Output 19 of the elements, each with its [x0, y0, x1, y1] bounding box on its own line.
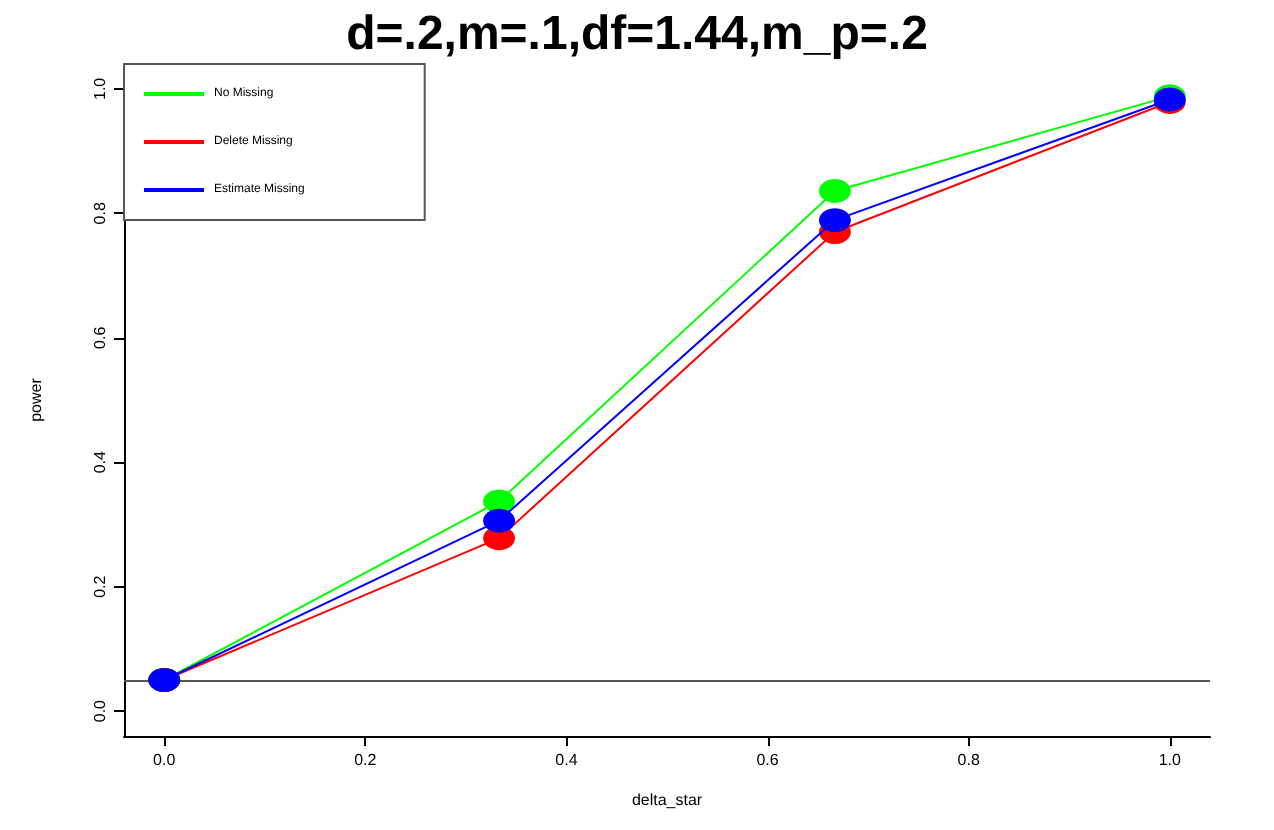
y-tick-label: 0.6 — [91, 325, 109, 349]
point — [483, 489, 516, 514]
point — [818, 208, 851, 233]
x-tick-label: 0.6 — [756, 751, 780, 769]
x-tick-label: 0.4 — [555, 751, 579, 769]
chart-title: d=.2,m=.1,df=1.44,m_p=.2 — [346, 7, 928, 61]
x-tick-label: 0.0 — [153, 751, 177, 769]
x-axis-title: delta_star — [631, 791, 703, 809]
point — [483, 508, 516, 533]
y-tick-label: 0.0 — [91, 698, 109, 723]
y-tick-label: 0.8 — [91, 201, 109, 225]
y-tick-label: 1.0 — [91, 76, 109, 101]
y-axis-title: power — [27, 377, 45, 422]
y-tick-label: 0.4 — [91, 450, 109, 474]
y-tick-label: 0.2 — [91, 574, 109, 598]
x-tick-label: 1.0 — [1158, 751, 1182, 769]
x-tick-label: 0.8 — [957, 751, 981, 769]
x-tick-label: 0.2 — [354, 751, 378, 769]
point — [818, 178, 851, 203]
